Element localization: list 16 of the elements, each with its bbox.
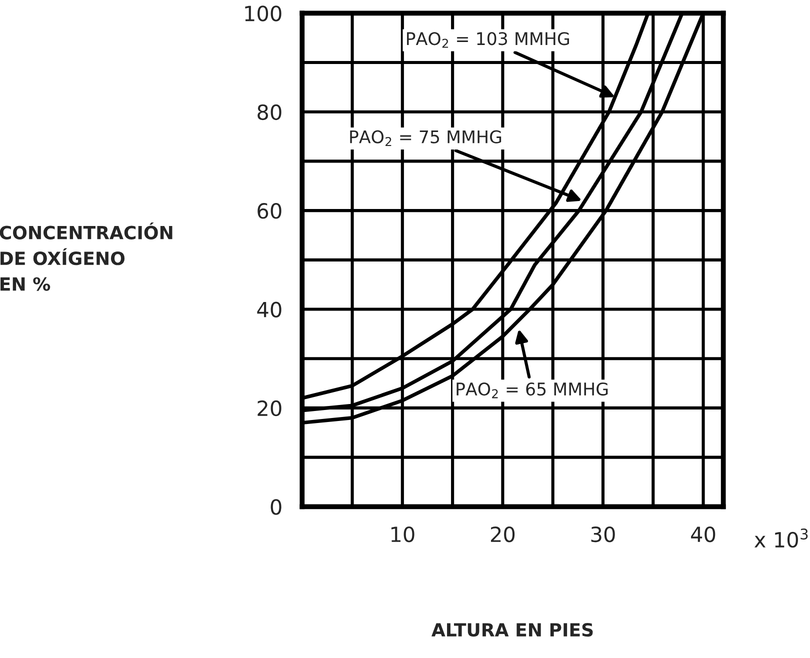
text: x 10$^{3}$ [754, 528, 808, 548]
x-tick-label: 10 [391, 526, 414, 542]
x-tick-label: 40 [691, 526, 716, 542]
y-tick-label: 40 [257, 302, 282, 318]
y-tick-label: 60 [258, 203, 282, 219]
x-tick-label: 30 [591, 526, 615, 542]
y-tick-label: 100 [245, 6, 282, 22]
y-tick-label: 0 [270, 499, 282, 515]
annotation: PAO$_{2}$ = 75 MMHG [350, 130, 502, 146]
x-tick-label: 20 [490, 526, 515, 542]
y-axis-title: CONCENTRACIÓN DE OXÍGENO EN % [0, 222, 172, 291]
y-tick-label: 20 [258, 400, 282, 416]
annotation: PAO$_{2}$ = 65 MMHG [456, 382, 608, 398]
y-tick-label: 80 [258, 104, 282, 120]
x-axis-title: ALTURA EN PIES [431, 622, 593, 637]
annotation: PAO$_{2}$ = 103 MMHG [407, 32, 569, 48]
